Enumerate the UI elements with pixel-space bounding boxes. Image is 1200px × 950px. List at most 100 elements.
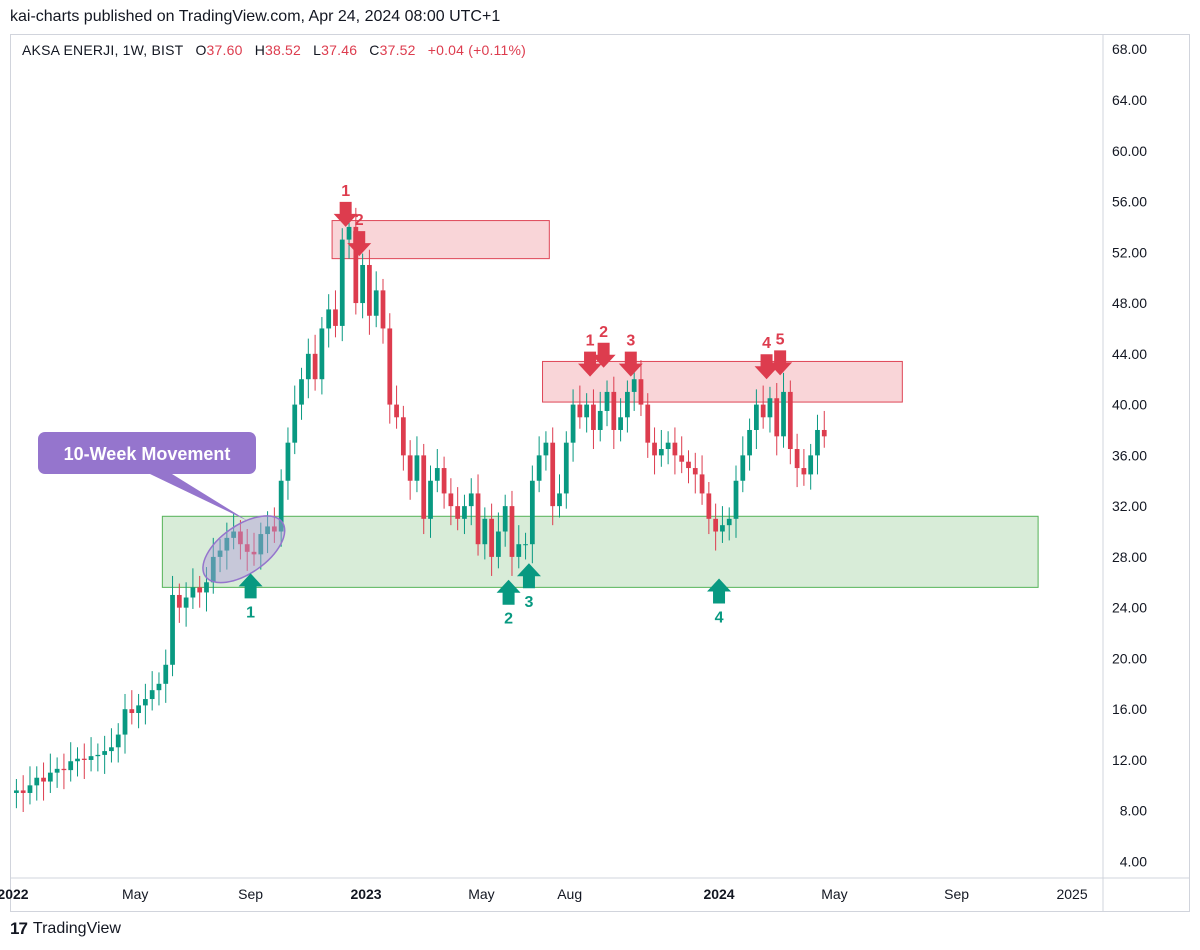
candle-body [706,493,712,519]
down-arrow-icon [591,342,616,368]
candle-body [41,777,46,782]
y-tick-label: 8.00 [1120,803,1147,819]
down-arrow-label: 3 [626,333,635,350]
candle-body [821,429,827,437]
tradingview-footer[interactable]: 17 TradingView [10,919,121,939]
candle-body [190,587,196,598]
candle-body [360,264,366,304]
y-tick-label: 64.00 [1112,92,1147,108]
down-arrow-icon [754,354,779,380]
candle-body [529,480,535,545]
legend-open-value: 37.60 [206,42,243,58]
candle-body [563,442,569,494]
callout-box [38,432,256,474]
candle-body [265,526,270,535]
down-arrow-label: 2 [355,212,364,229]
candle-body [767,398,773,418]
candle-body [88,756,94,760]
legend-high-label: H [254,42,265,58]
x-tick-label: Sep [238,886,263,902]
down-arrow-label: 4 [762,335,771,352]
candle-body [346,226,352,240]
up-arrow-label: 3 [524,594,533,611]
y-tick-label: 12.00 [1112,752,1147,768]
candle-body [299,379,304,405]
candle-body [102,751,108,755]
resistance-zone [331,220,550,260]
legend-low-label: L [313,42,322,58]
candle-body [421,455,427,519]
candle-body [699,474,705,494]
candle-body [801,468,807,475]
candle-body [353,226,359,304]
candle-body [496,531,501,557]
x-tick-label: 2024 [703,886,734,902]
candle-body [305,353,311,380]
down-arrow-label: 1 [341,183,350,200]
candle-body [109,747,114,752]
candle-body [238,531,243,545]
candle-body [475,493,481,545]
candle-body [170,594,175,665]
candle-body [502,506,508,532]
candle-body [597,410,603,430]
candle-body [584,404,590,418]
candle-body [815,429,820,456]
y-tick-label: 32.00 [1112,498,1147,514]
candle-body [794,449,800,469]
legend-open-label: O [195,42,207,58]
down-arrow-icon [618,351,643,377]
candle-body [197,587,203,593]
candle-body [787,391,793,450]
candle-body [333,309,338,326]
resistance-zone [542,360,903,403]
down-arrow-label: 1 [586,333,595,350]
candle-body [774,398,780,437]
callout-pointer [150,474,248,521]
candle-body [611,391,617,430]
down-arrow-icon [333,201,358,227]
candle-body [339,239,345,326]
candle-body [482,518,488,545]
candle-body [557,493,562,507]
candle-body [14,790,19,793]
callout-label: 10-Week Movement [64,444,231,464]
candle-body [686,461,691,469]
candle-body [367,264,372,316]
candle-body [760,404,766,418]
legend-symbol: AKSA ENERJI, 1W, BIST [22,42,184,58]
y-tick-label: 44.00 [1112,346,1147,362]
candle-body [387,328,393,405]
candle-body [455,506,461,519]
candle-body [20,790,26,793]
candle-body [400,417,406,456]
candle-body [326,309,332,329]
candle-body [733,480,739,519]
candle-body [672,442,678,456]
candle-body [163,664,169,684]
x-tick-label: May [821,886,847,902]
candle-body [441,468,447,494]
candle-body [550,442,556,507]
legend-low-value: 37.46 [321,42,358,58]
candle-body [156,683,162,691]
candle-body [292,404,298,443]
candle-body [604,391,610,411]
y-tick-label: 20.00 [1112,650,1147,666]
candle-body [61,768,67,771]
chart-frame[interactable] [10,34,1190,912]
up-arrow-icon [496,579,521,605]
down-arrow-icon [347,231,372,257]
y-tick-label: 24.00 [1112,600,1147,616]
candle-body [278,480,284,532]
candle-body [489,518,494,557]
candle-body [591,404,596,430]
candle-body [570,404,576,443]
candle-body [625,391,630,418]
candle-body [740,455,746,481]
candle-body [618,417,623,430]
candle-body [380,290,386,329]
x-tick-label: Sep [944,886,969,902]
y-tick-label: 52.00 [1112,244,1147,260]
